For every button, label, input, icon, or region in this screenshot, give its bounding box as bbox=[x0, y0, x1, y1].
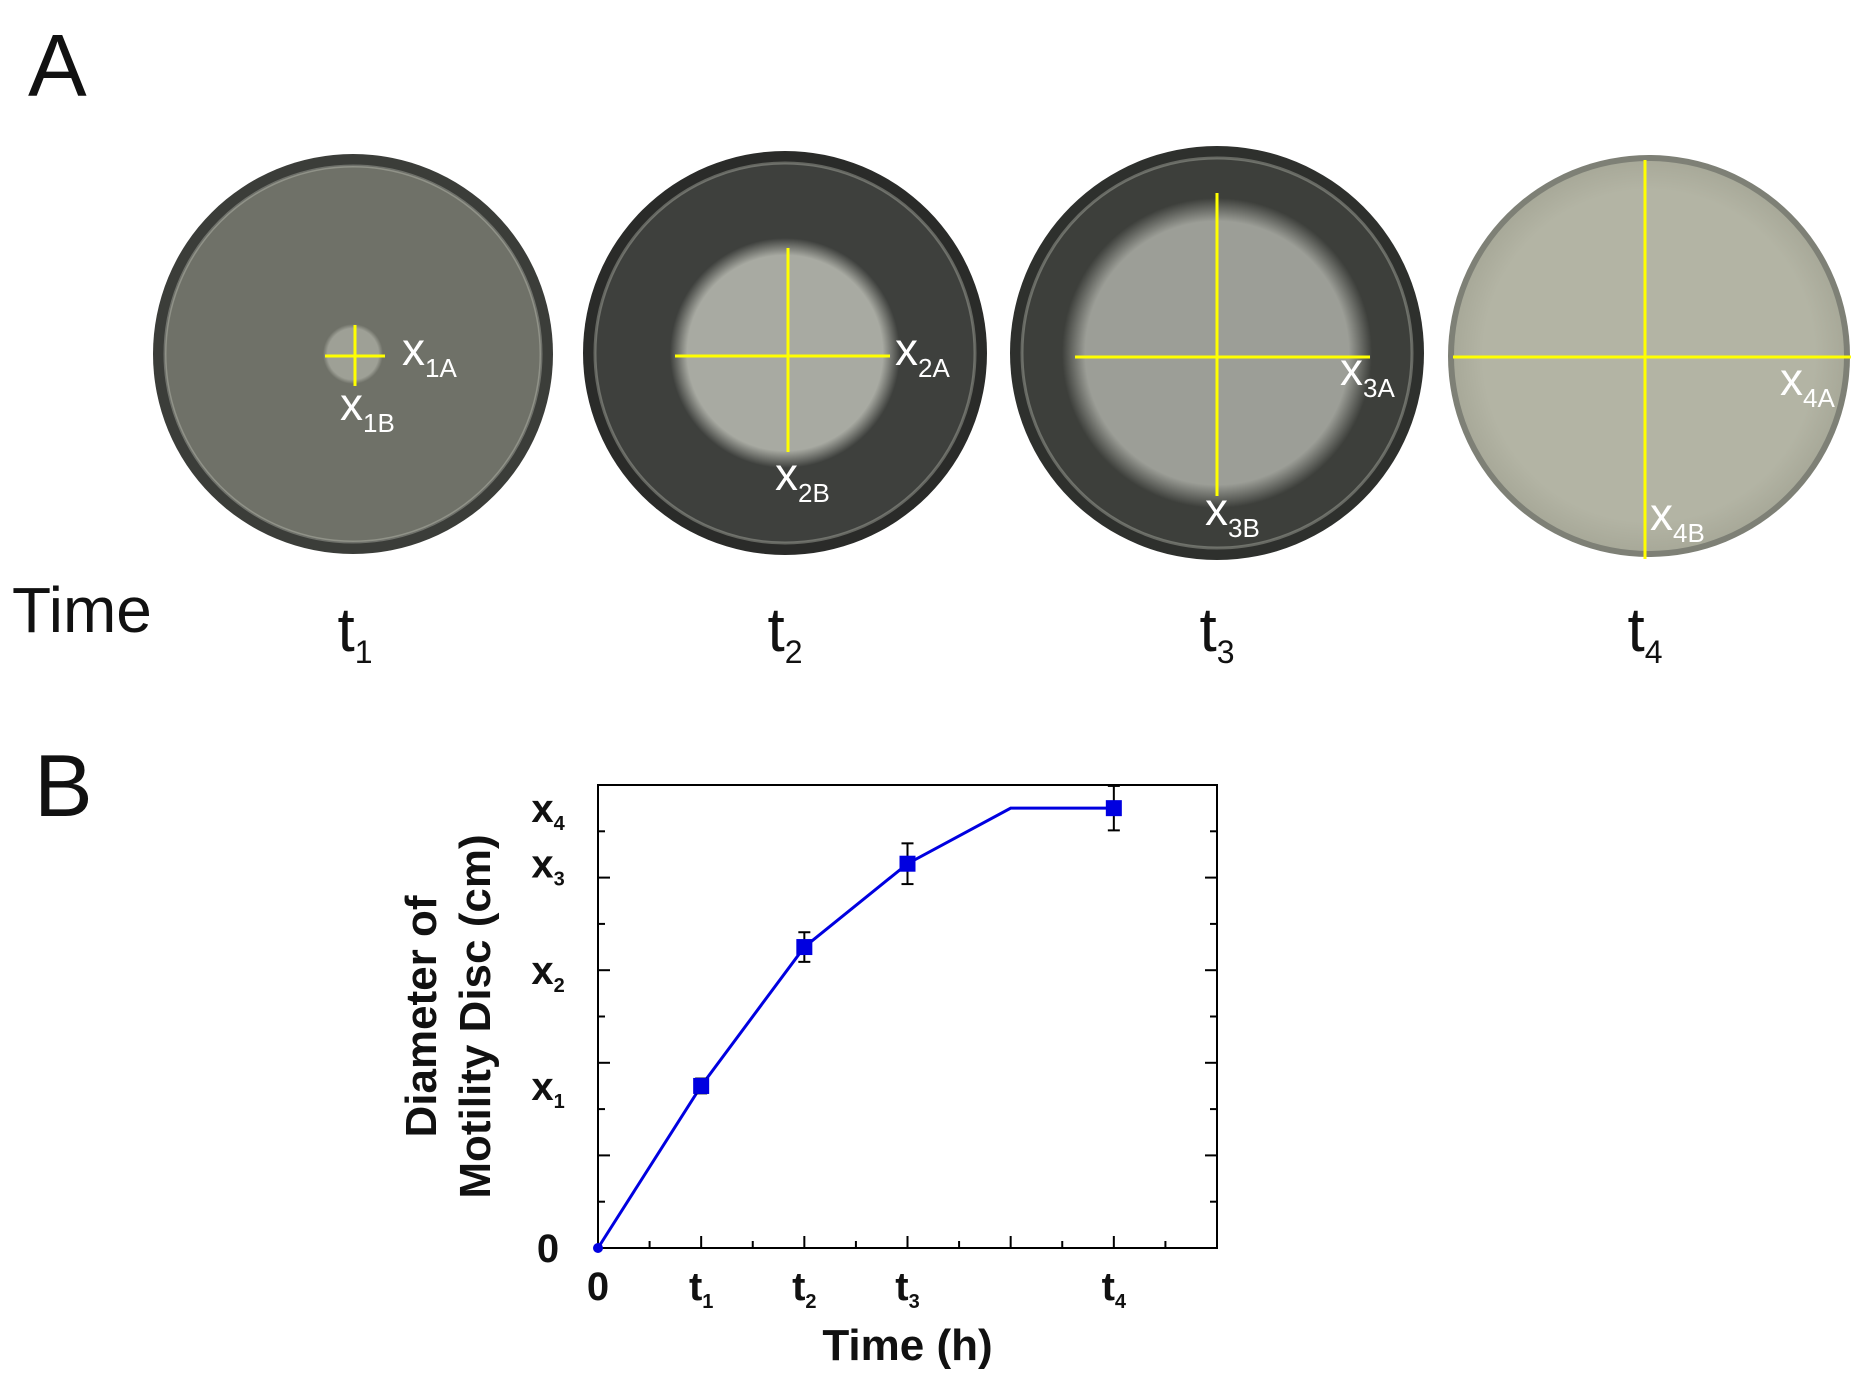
x-tick-label: t1 bbox=[689, 1265, 713, 1313]
panel-a-letter: A bbox=[28, 16, 87, 115]
plate-3: x3A x3B bbox=[1010, 146, 1424, 560]
origin-point bbox=[593, 1243, 603, 1253]
time-point-t3: t3 bbox=[1199, 596, 1235, 670]
y-tick-label: x2 bbox=[531, 949, 564, 997]
diameter-label-b: x2B bbox=[775, 448, 830, 508]
diameter-label-a: x2A bbox=[895, 323, 950, 383]
x-axis-title: Time (h) bbox=[822, 1321, 992, 1370]
diameter-label-b: x1B bbox=[340, 378, 395, 438]
y-axis-title: Diameter of bbox=[397, 895, 446, 1137]
x-tick-label: t2 bbox=[792, 1265, 816, 1313]
data-point bbox=[693, 1077, 710, 1095]
data-point bbox=[796, 931, 813, 963]
time-point-t1: t1 bbox=[337, 596, 373, 670]
y-axis-title: Motility Disc (cm) bbox=[451, 834, 500, 1198]
growth-disc bbox=[670, 238, 900, 468]
x-tick-label: t4 bbox=[1102, 1265, 1127, 1313]
diameter-label-b: x3B bbox=[1205, 483, 1260, 543]
y-tick-label: 0 bbox=[537, 1227, 559, 1271]
data-point bbox=[1105, 784, 1122, 832]
time-point-t2: t2 bbox=[767, 596, 803, 670]
x-tick-label: t3 bbox=[895, 1265, 919, 1313]
y-tick-label: x1 bbox=[531, 1065, 564, 1113]
plate-4: x4A x4B bbox=[1448, 155, 1851, 559]
time-point-t4: t4 bbox=[1627, 596, 1663, 670]
diameter-label-a: x1A bbox=[402, 323, 457, 383]
plate-2: x2A x2B bbox=[583, 151, 987, 555]
y-tick-label: x4 bbox=[531, 787, 565, 835]
data-marker bbox=[899, 855, 916, 872]
y-tick-label: x3 bbox=[531, 843, 564, 891]
diameter-label-b: x4B bbox=[1650, 488, 1705, 548]
diameter-label-a: x4A bbox=[1780, 353, 1835, 413]
data-marker bbox=[1105, 800, 1122, 817]
data-marker bbox=[796, 939, 813, 956]
data-marker bbox=[693, 1077, 710, 1094]
diameter-label-a: x3A bbox=[1340, 343, 1395, 403]
panel-b-letter: B bbox=[34, 736, 93, 835]
x-tick-label: 0 bbox=[587, 1265, 609, 1309]
growth-disc bbox=[323, 324, 383, 384]
data-point bbox=[899, 842, 916, 886]
time-row-label: Time bbox=[12, 574, 152, 646]
series-line bbox=[596, 806, 1114, 1249]
